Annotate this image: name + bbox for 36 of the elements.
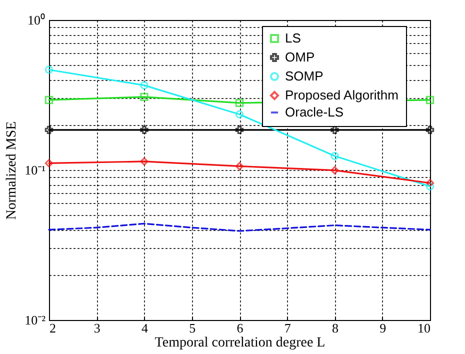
point: [235, 162, 244, 170]
x-tick-label: 5: [189, 320, 196, 336]
legend-label: SOMP: [285, 68, 324, 84]
x-tick-label: 3: [94, 320, 100, 336]
point: [330, 152, 339, 160]
point: [44, 159, 54, 168]
x-axis-title: Temporal correlation degree L: [154, 336, 326, 350]
y-tick-label: 10⁻¹: [24, 162, 46, 178]
y-tick-label: 10⁰: [28, 12, 46, 28]
x-tick-label: 4: [142, 320, 148, 336]
point: [140, 157, 148, 166]
point: [140, 92, 148, 102]
legend-label: Proposed Algorithm: [285, 88, 398, 102]
y-tick-label: 10⁻²: [24, 312, 46, 328]
x-tick-label: 7: [284, 320, 292, 336]
point: [235, 126, 244, 134]
legend-label: LS: [285, 30, 302, 46]
x-tick-label: 2: [50, 320, 56, 336]
x-tick-label: 9: [380, 320, 386, 336]
legend-label: Oracle-LS: [285, 104, 344, 120]
legend-label: OMP: [285, 50, 315, 64]
point: [44, 126, 54, 134]
point: [235, 110, 244, 118]
x-tick-label: 10: [418, 320, 430, 336]
point: [44, 96, 54, 104]
x-tick-label: 8: [332, 320, 338, 336]
point: [330, 166, 339, 174]
point: [235, 98, 244, 108]
point: [140, 81, 148, 90]
point: [426, 96, 434, 104]
line-series: [48, 222, 431, 232]
y-axis-title: Normalized MSE: [4, 121, 20, 220]
point: [426, 178, 434, 188]
point: [140, 126, 148, 134]
point: [426, 126, 434, 134]
x-tick-label: 6: [236, 320, 244, 336]
